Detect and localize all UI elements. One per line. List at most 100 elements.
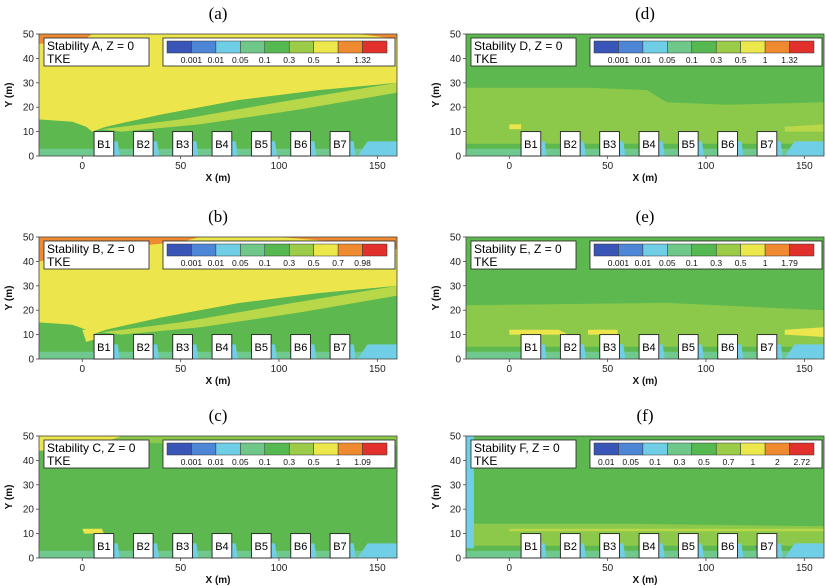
building-b4: B4 [211, 334, 233, 360]
y-tick-label: 30 [450, 281, 462, 292]
building-label: B6 [294, 139, 307, 151]
building-box [599, 334, 620, 360]
building-box [638, 131, 660, 157]
building-label: B4 [215, 139, 228, 151]
contour-band-light-green [466, 87, 824, 144]
building-b3: B3 [599, 533, 620, 559]
y-tick-label: 10 [450, 330, 462, 341]
colorbar-swatch [191, 243, 217, 257]
legend-title-box [470, 439, 577, 469]
colorbar-swatch [215, 442, 241, 456]
building-box [520, 533, 542, 559]
y-tick-label: 0 [455, 152, 461, 163]
building-label: B1 [524, 139, 537, 151]
y-tick-label: 50 [23, 233, 35, 244]
colorbar-level-label: 0.001 [181, 258, 203, 268]
building-box [638, 334, 660, 360]
x-tick-label: 100 [698, 563, 715, 574]
building-label: B7 [333, 342, 346, 354]
colorbar-level-label: 2 [775, 457, 780, 467]
colorbar-swatch [642, 40, 668, 54]
colorbar-swatch [215, 40, 241, 54]
colorbar-swatch [691, 243, 717, 257]
building-b1: B1 [520, 131, 542, 157]
colorbar-swatch [288, 442, 314, 456]
colorbar-swatch [215, 243, 241, 257]
y-tick-label: 20 [23, 103, 35, 114]
colorbar-level-label: 0.1 [259, 258, 271, 268]
building-b1: B1 [93, 334, 115, 360]
legend-variable: TKE [474, 52, 497, 66]
building-b7: B7 [329, 131, 351, 157]
building-box [717, 533, 738, 559]
colorbar-level-label: 0.01 [598, 457, 615, 467]
colorbar-swatch [715, 442, 741, 456]
colorbar-swatch [264, 40, 290, 54]
colorbar-level-label: 0.7 [723, 457, 735, 467]
building-b5: B5 [250, 334, 272, 360]
building-box [599, 131, 620, 157]
y-tick-label: 10 [23, 529, 35, 540]
colorbar-swatch [789, 243, 815, 257]
contour-band-yellow [82, 528, 104, 534]
colorbar-level-label: 1 [336, 55, 341, 65]
building-b2: B2 [559, 533, 581, 559]
colorbar-swatch [691, 442, 717, 456]
colorbar-level-label: 0.3 [283, 457, 295, 467]
colorbar-swatch [667, 442, 693, 456]
y-tick-label: 0 [455, 355, 461, 366]
building-box [93, 533, 115, 559]
building-label: B7 [760, 541, 773, 553]
colorbar-level-label: 0.5 [308, 55, 320, 65]
building-label: B6 [721, 342, 734, 354]
y-tick-label: 0 [28, 355, 34, 366]
building-b2: B2 [132, 533, 154, 559]
y-tick-label: 0 [455, 554, 461, 565]
y-axis-label: Y (m) [431, 83, 442, 108]
colorbar-level-label: 2.72 [794, 457, 811, 467]
y-axis-label: Y (m) [4, 83, 15, 108]
contour-band-yellow-green [101, 285, 397, 335]
colorbar-swatch [764, 442, 790, 456]
legend-title-box [470, 37, 577, 67]
building-box [638, 533, 660, 559]
x-tick-label: 100 [698, 364, 715, 375]
x-tick-label: 150 [369, 161, 386, 172]
colorbar-level-label: 1 [751, 457, 756, 467]
contour-band-yellow [784, 327, 824, 337]
x-tick-label: 0 [79, 161, 85, 172]
colorbar-swatch [764, 243, 790, 257]
colorbar-swatch [166, 243, 192, 257]
colorbar-level-label: 0.01 [635, 258, 652, 268]
y-axis-label: Y (m) [4, 485, 15, 510]
contour-band-yellow [82, 329, 95, 342]
colorbar-swatch [264, 243, 290, 257]
colorbar-level-label: 0.01 [208, 457, 225, 467]
building-label: B4 [215, 541, 228, 553]
building-b4: B4 [638, 131, 660, 157]
building-b3: B3 [172, 533, 193, 559]
building-b6: B6 [290, 334, 311, 360]
building-box [250, 131, 272, 157]
building-b5: B5 [250, 533, 272, 559]
contour-band-yellow [588, 329, 618, 335]
building-box [172, 533, 193, 559]
contour-band-orange [357, 34, 397, 39]
y-tick-label: 30 [450, 480, 462, 491]
building-label: B5 [255, 342, 268, 354]
building-box [520, 334, 542, 360]
panel-label: (d) [635, 4, 655, 23]
building-label: B3 [176, 139, 189, 151]
colorbar-level-label: 0.05 [622, 457, 639, 467]
building-box [211, 533, 233, 559]
x-tick-label: 50 [175, 364, 187, 375]
building-b6: B6 [717, 533, 738, 559]
colorbar-level-label: 1.09 [354, 457, 371, 467]
colorbar-level-label: 0.01 [635, 55, 652, 65]
building-box [559, 533, 581, 559]
legend-title: Stability C, Z = 0 [47, 441, 136, 455]
building-b2: B2 [559, 334, 581, 360]
